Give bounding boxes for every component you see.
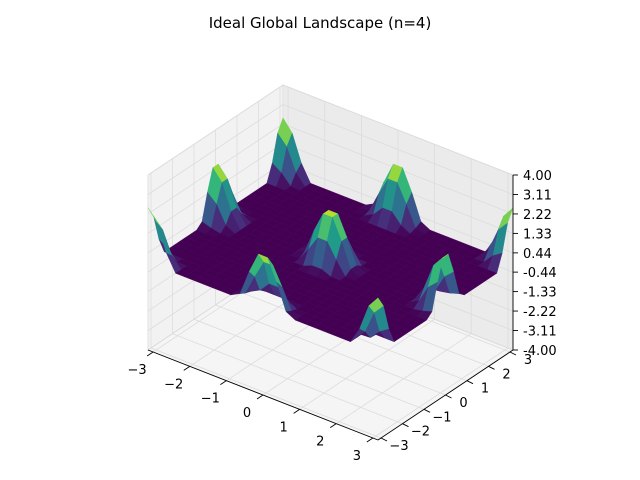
z-gridline <box>147 84 514 176</box>
x-tick-label: −1 <box>201 392 220 407</box>
z-tick-label: 2.22 <box>523 208 552 223</box>
x-tick-mark <box>366 437 374 443</box>
z-tick-label: -0.44 <box>523 266 557 281</box>
surface-facet <box>368 297 384 313</box>
y-tick-mark <box>445 394 452 399</box>
x-tick-mark <box>293 408 300 414</box>
axes-ticks: −3−2−10123−3−2−10123-4.00-3.11-2.22-1.33… <box>128 169 557 464</box>
y-tick-label: −3 <box>389 439 408 454</box>
y-tick-mark <box>402 423 409 428</box>
z-tick-label: -2.22 <box>523 305 557 320</box>
y-tick-label: 1 <box>481 382 489 397</box>
y-tick-mark <box>423 408 431 413</box>
z-tick-label: -3.11 <box>523 325 557 340</box>
z-tick-label: -1.33 <box>523 286 557 301</box>
y-tick-label: 3 <box>524 353 532 368</box>
y-tick-mark <box>380 437 388 442</box>
z-tick-label: -4.00 <box>523 344 557 359</box>
x-tick-label: 0 <box>243 406 251 421</box>
y-tick-label: 2 <box>502 367 510 382</box>
x-tick-mark <box>220 380 227 386</box>
x-tick-label: 3 <box>353 449 361 464</box>
z-gridline <box>147 104 514 195</box>
x-tick-mark <box>329 423 337 429</box>
z-tick-label: 1.33 <box>523 227 552 242</box>
surface-plot <box>147 117 514 343</box>
y-tick-label: −2 <box>411 425 430 440</box>
y-tick-label: 0 <box>459 396 467 411</box>
x-tick-label: −3 <box>128 363 147 378</box>
z-tick-label: 0.44 <box>523 247 552 262</box>
y-tick-label: −1 <box>432 410 451 425</box>
x-tick-mark <box>183 365 191 371</box>
z-tick-label: 3.11 <box>523 188 552 203</box>
x-tick-label: 2 <box>316 435 324 450</box>
chart-title: Ideal Global Landscape (n=4) <box>209 14 432 32</box>
x-tick-mark <box>256 394 264 400</box>
z-tick-label: 4.00 <box>523 169 552 184</box>
y-tick-mark <box>509 351 517 356</box>
x-tick-label: 1 <box>279 420 287 435</box>
y-tick-mark <box>488 365 495 370</box>
y-tick-mark <box>466 380 474 385</box>
x-tick-mark <box>146 351 154 357</box>
x-tick-label: −2 <box>164 377 183 392</box>
